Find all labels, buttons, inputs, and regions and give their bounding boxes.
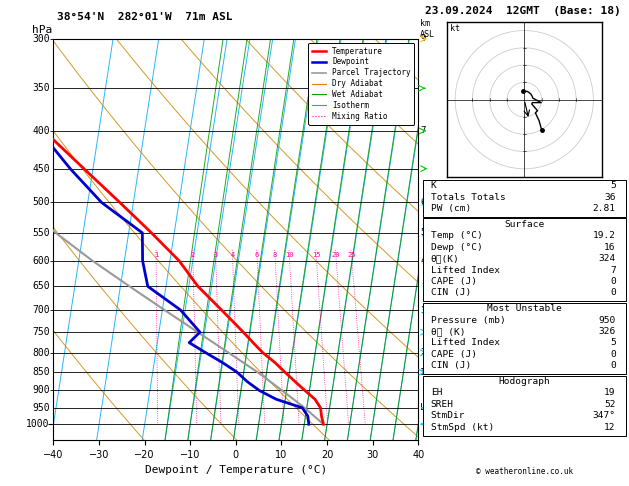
Text: km
ASL: km ASL <box>420 19 435 39</box>
Text: LCL: LCL <box>420 403 437 412</box>
Text: 750: 750 <box>32 327 50 337</box>
Text: CIN (J): CIN (J) <box>431 288 471 297</box>
Text: SREH: SREH <box>431 400 454 409</box>
Text: 500: 500 <box>32 197 50 208</box>
Text: hPa: hPa <box>31 25 52 35</box>
Text: 400: 400 <box>32 126 50 136</box>
Text: 20: 20 <box>331 252 340 259</box>
Text: Dewp (°C): Dewp (°C) <box>431 243 482 252</box>
Text: StmSpd (kt): StmSpd (kt) <box>431 423 494 432</box>
Text: 19: 19 <box>604 388 616 398</box>
Text: 52: 52 <box>604 400 616 409</box>
Bar <box>423 376 626 435</box>
Text: 950: 950 <box>32 403 50 413</box>
Text: EH: EH <box>431 388 442 398</box>
Text: 0: 0 <box>610 277 616 286</box>
Text: 2: 2 <box>191 252 195 259</box>
Text: © weatheronline.co.uk: © weatheronline.co.uk <box>476 467 573 476</box>
Text: PW (cm): PW (cm) <box>431 204 471 213</box>
Text: 600: 600 <box>32 256 50 266</box>
Text: 300: 300 <box>32 34 50 44</box>
Bar <box>423 303 626 374</box>
Text: 350: 350 <box>32 83 50 93</box>
Text: 326: 326 <box>598 327 616 336</box>
Text: Lifted Index: Lifted Index <box>431 265 500 275</box>
Text: 0: 0 <box>610 350 616 359</box>
Text: 7: 7 <box>420 126 425 136</box>
Legend: Temperature, Dewpoint, Parcel Trajectory, Dry Adiabat, Wet Adiabat, Isotherm, Mi: Temperature, Dewpoint, Parcel Trajectory… <box>308 43 415 125</box>
Text: 2: 2 <box>420 348 425 357</box>
Text: CAPE (J): CAPE (J) <box>431 277 477 286</box>
Text: 1: 1 <box>154 252 158 259</box>
Text: 450: 450 <box>32 164 50 174</box>
Text: 1: 1 <box>420 368 425 377</box>
Text: Mixing Ratio (g/kg): Mixing Ratio (g/kg) <box>431 184 441 295</box>
Text: Most Unstable: Most Unstable <box>487 304 562 313</box>
Text: Temp (°C): Temp (°C) <box>431 231 482 241</box>
Text: 8: 8 <box>273 252 277 259</box>
Text: 16: 16 <box>604 243 616 252</box>
Text: CIN (J): CIN (J) <box>431 361 471 370</box>
Text: 38°54'N  282°01'W  71m ASL: 38°54'N 282°01'W 71m ASL <box>57 12 232 22</box>
Text: 9: 9 <box>420 35 425 43</box>
Text: 19.2: 19.2 <box>593 231 616 241</box>
Text: θᴇ (K): θᴇ (K) <box>431 327 465 336</box>
Text: 2.81: 2.81 <box>593 204 616 213</box>
Text: StmDir: StmDir <box>431 411 465 420</box>
Text: 4: 4 <box>420 256 425 265</box>
Text: 0: 0 <box>610 288 616 297</box>
Text: 6: 6 <box>420 198 425 207</box>
Text: 347°: 347° <box>593 411 616 420</box>
Bar <box>423 219 626 301</box>
Text: 15: 15 <box>312 252 320 259</box>
Text: Pressure (mb): Pressure (mb) <box>431 315 506 325</box>
Text: 5: 5 <box>420 228 425 237</box>
Text: 23.09.2024  12GMT  (Base: 18): 23.09.2024 12GMT (Base: 18) <box>425 5 620 16</box>
Text: 5: 5 <box>610 338 616 347</box>
Text: 4: 4 <box>230 252 235 259</box>
Text: 5: 5 <box>610 181 616 191</box>
Text: θᴇ(K): θᴇ(K) <box>431 254 460 263</box>
Text: Hodograph: Hodograph <box>498 377 550 386</box>
X-axis label: Dewpoint / Temperature (°C): Dewpoint / Temperature (°C) <box>145 465 327 475</box>
Text: kt: kt <box>450 23 460 33</box>
Text: 324: 324 <box>598 254 616 263</box>
Text: 700: 700 <box>32 305 50 315</box>
Text: 3: 3 <box>420 306 425 314</box>
Text: 36: 36 <box>604 193 616 202</box>
Text: 1000: 1000 <box>26 419 50 429</box>
Text: 7: 7 <box>610 265 616 275</box>
Text: CAPE (J): CAPE (J) <box>431 350 477 359</box>
Text: 12: 12 <box>604 423 616 432</box>
Text: 0: 0 <box>610 361 616 370</box>
Text: 800: 800 <box>32 348 50 358</box>
Bar <box>423 180 626 217</box>
Text: 3: 3 <box>214 252 218 259</box>
Text: Lifted Index: Lifted Index <box>431 338 500 347</box>
Text: Surface: Surface <box>504 220 544 229</box>
Text: 950: 950 <box>598 315 616 325</box>
Text: 550: 550 <box>32 228 50 238</box>
Text: Totals Totals: Totals Totals <box>431 193 506 202</box>
Text: 6: 6 <box>255 252 259 259</box>
Text: 650: 650 <box>32 281 50 291</box>
Text: 10: 10 <box>285 252 294 259</box>
Text: 900: 900 <box>32 385 50 396</box>
Text: 25: 25 <box>347 252 355 259</box>
Text: 850: 850 <box>32 367 50 377</box>
Text: K: K <box>431 181 437 191</box>
